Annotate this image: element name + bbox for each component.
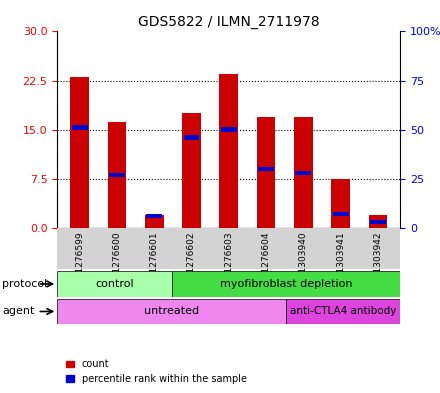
- Bar: [220, 74, 238, 228]
- FancyBboxPatch shape: [286, 299, 400, 324]
- Bar: [331, 179, 350, 228]
- Text: GSM1276601: GSM1276601: [150, 231, 159, 292]
- Text: GSM1276600: GSM1276600: [112, 231, 121, 292]
- Bar: [72, 125, 88, 130]
- Text: GSM1276604: GSM1276604: [262, 231, 271, 292]
- Bar: [182, 113, 201, 228]
- Text: agent: agent: [2, 306, 35, 316]
- Bar: [370, 220, 386, 224]
- Text: protocol: protocol: [2, 279, 48, 289]
- Bar: [221, 127, 237, 132]
- Text: untreated: untreated: [144, 307, 199, 316]
- Bar: [146, 214, 162, 219]
- Text: anti-CTLA4 antibody: anti-CTLA4 antibody: [290, 307, 396, 316]
- Text: control: control: [95, 279, 134, 289]
- Text: GSM1303942: GSM1303942: [374, 231, 382, 292]
- Text: GSM1276599: GSM1276599: [75, 231, 84, 292]
- Text: GSM1303940: GSM1303940: [299, 231, 308, 292]
- Bar: [145, 215, 164, 228]
- Bar: [70, 77, 89, 228]
- Bar: [294, 117, 313, 228]
- Text: myofibroblast depletion: myofibroblast depletion: [220, 279, 352, 289]
- Bar: [109, 173, 125, 177]
- Bar: [369, 215, 387, 228]
- FancyBboxPatch shape: [57, 299, 286, 324]
- Text: GSM1276602: GSM1276602: [187, 231, 196, 292]
- Text: GSM1303941: GSM1303941: [336, 231, 345, 292]
- Bar: [257, 117, 275, 228]
- Legend: count, percentile rank within the sample: count, percentile rank within the sample: [62, 356, 250, 388]
- Title: GDS5822 / ILMN_2711978: GDS5822 / ILMN_2711978: [138, 15, 319, 29]
- Bar: [107, 122, 126, 228]
- Bar: [296, 171, 312, 175]
- FancyBboxPatch shape: [172, 271, 400, 297]
- Text: GSM1276603: GSM1276603: [224, 231, 233, 292]
- Bar: [258, 167, 274, 171]
- Bar: [183, 135, 199, 140]
- Bar: [333, 212, 348, 217]
- FancyBboxPatch shape: [57, 271, 172, 297]
